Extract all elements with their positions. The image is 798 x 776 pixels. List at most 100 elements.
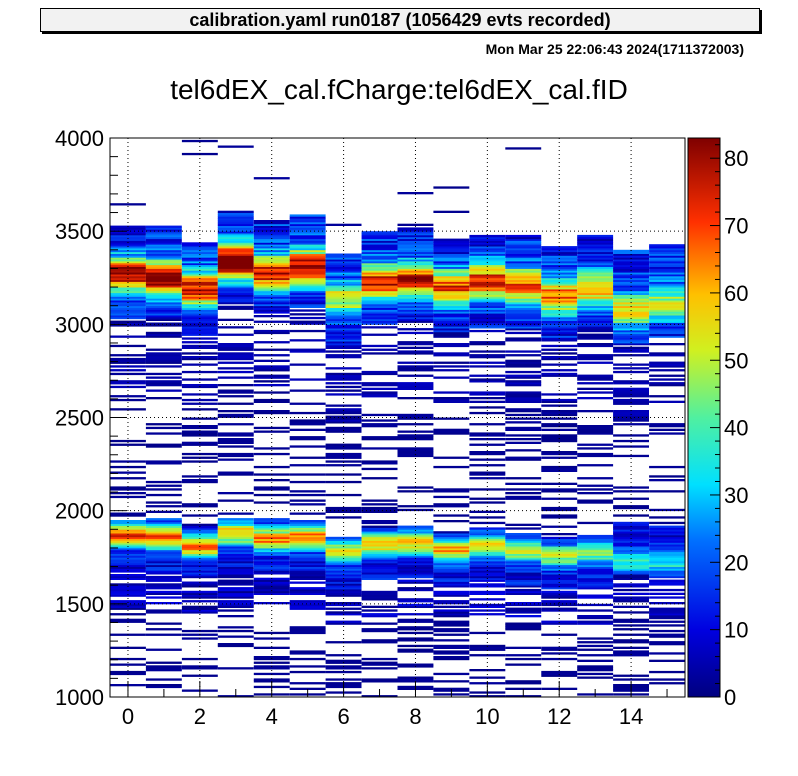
heatmap-cell	[217, 605, 254, 608]
heatmap-cell	[577, 499, 614, 502]
heatmap-cell	[217, 520, 254, 523]
heatmap-cell	[613, 275, 649, 279]
heatmap-cell	[577, 292, 614, 295]
heatmap-cell	[469, 570, 506, 573]
heatmap-cell	[433, 322, 470, 325]
heatmap-cell	[433, 259, 470, 262]
heatmap-cell	[325, 594, 362, 597]
heatmap-cell	[577, 279, 614, 282]
heatmap-cell	[145, 480, 182, 484]
color-palette-bar	[687, 137, 721, 698]
heatmap-cell	[325, 572, 362, 575]
heatmap-cell	[325, 568, 362, 571]
heatmap-cell	[505, 561, 542, 564]
heatmap-cell	[541, 542, 578, 545]
heatmap-cell	[217, 559, 254, 562]
heatmap-cell	[361, 283, 398, 286]
heatmap-cell	[613, 592, 649, 595]
heatmap-cell	[217, 356, 254, 359]
heatmap-cell	[253, 374, 290, 377]
heatmap-cell	[361, 333, 398, 336]
heatmap-cell	[577, 648, 614, 651]
heatmap-cell	[110, 657, 146, 661]
heatmap-cell	[577, 354, 614, 357]
heatmap-cell	[505, 534, 542, 538]
heatmap-cell	[145, 268, 182, 271]
heatmap-cell	[649, 369, 685, 372]
heatmap-cell	[181, 300, 218, 303]
heatmap-cell	[361, 247, 398, 251]
heatmap-cell	[433, 615, 470, 618]
heatmap-cell	[325, 667, 362, 670]
heatmap-cell	[505, 275, 542, 279]
heatmap-cell	[361, 236, 398, 240]
heatmap-cell	[145, 426, 182, 430]
heatmap-cell	[361, 438, 398, 441]
heatmap-cell	[469, 244, 506, 247]
heatmap-cell	[433, 311, 470, 314]
heatmap-cell	[253, 227, 290, 230]
heatmap-cell	[145, 249, 182, 253]
heatmap-cell	[613, 274, 649, 277]
heatmap-cell	[541, 572, 578, 575]
heatmap-cell	[541, 622, 578, 625]
heatmap-cell	[469, 318, 506, 321]
heatmap-cell	[397, 242, 434, 245]
heatmap-cell	[289, 288, 326, 292]
heatmap-cell	[325, 290, 362, 294]
heatmap-cell	[469, 572, 506, 575]
heatmap-cell	[181, 657, 218, 661]
heatmap-cell	[505, 311, 542, 314]
heatmap-cell	[361, 275, 398, 279]
heatmap-cell	[541, 326, 578, 329]
heatmap-cell	[289, 279, 326, 282]
heatmap-cell	[217, 527, 254, 530]
heatmap-cell	[577, 305, 614, 308]
heatmap-cell	[649, 311, 685, 314]
heatmap-cell	[649, 557, 685, 560]
heatmap-cell	[613, 272, 649, 275]
heatmap-cell	[181, 475, 218, 478]
heatmap-cell	[433, 247, 470, 251]
heatmap-cell	[541, 547, 578, 551]
heatmap-cell	[145, 233, 182, 236]
heatmap-cell	[253, 590, 290, 594]
heatmap-cell	[397, 318, 434, 321]
heatmap-cell	[577, 568, 614, 571]
heatmap-cell	[217, 395, 254, 398]
heatmap-cell	[469, 324, 506, 327]
heatmap-cell	[541, 514, 578, 517]
heatmap-cell	[181, 432, 218, 435]
heatmap-cell	[361, 657, 398, 661]
heatmap-cell	[469, 292, 506, 295]
heatmap-cell	[469, 302, 506, 305]
heatmap-cell	[217, 227, 254, 230]
heatmap-cell	[397, 490, 434, 493]
heatmap-cell	[577, 244, 614, 247]
heatmap-cell	[541, 670, 578, 674]
heatmap-cell	[433, 210, 470, 213]
heatmap-cell	[577, 378, 614, 381]
heatmap-cell	[289, 322, 326, 325]
heatmap-cell	[613, 331, 649, 335]
heatmap-cell	[649, 423, 685, 426]
heatmap-cell	[361, 233, 398, 236]
heatmap-cell	[325, 555, 362, 558]
heatmap-cell	[505, 682, 542, 685]
heatmap-cell	[181, 264, 218, 267]
heatmap-cell	[397, 374, 434, 377]
heatmap-cell	[469, 516, 506, 519]
heatmap-cell	[361, 508, 398, 512]
heatmap-cell	[541, 339, 578, 342]
heatmap-cell	[613, 311, 649, 314]
heatmap-cell	[649, 352, 685, 355]
heatmap-cell	[613, 259, 649, 262]
heatmap-cell	[505, 438, 542, 441]
heatmap-cell	[433, 622, 470, 625]
heatmap-cell	[325, 659, 362, 662]
heatmap-cell	[145, 261, 182, 264]
heatmap-cell	[217, 225, 254, 228]
heatmap-cell	[289, 270, 326, 273]
heatmap-cell	[253, 398, 290, 402]
heatmap-cell	[613, 542, 649, 545]
